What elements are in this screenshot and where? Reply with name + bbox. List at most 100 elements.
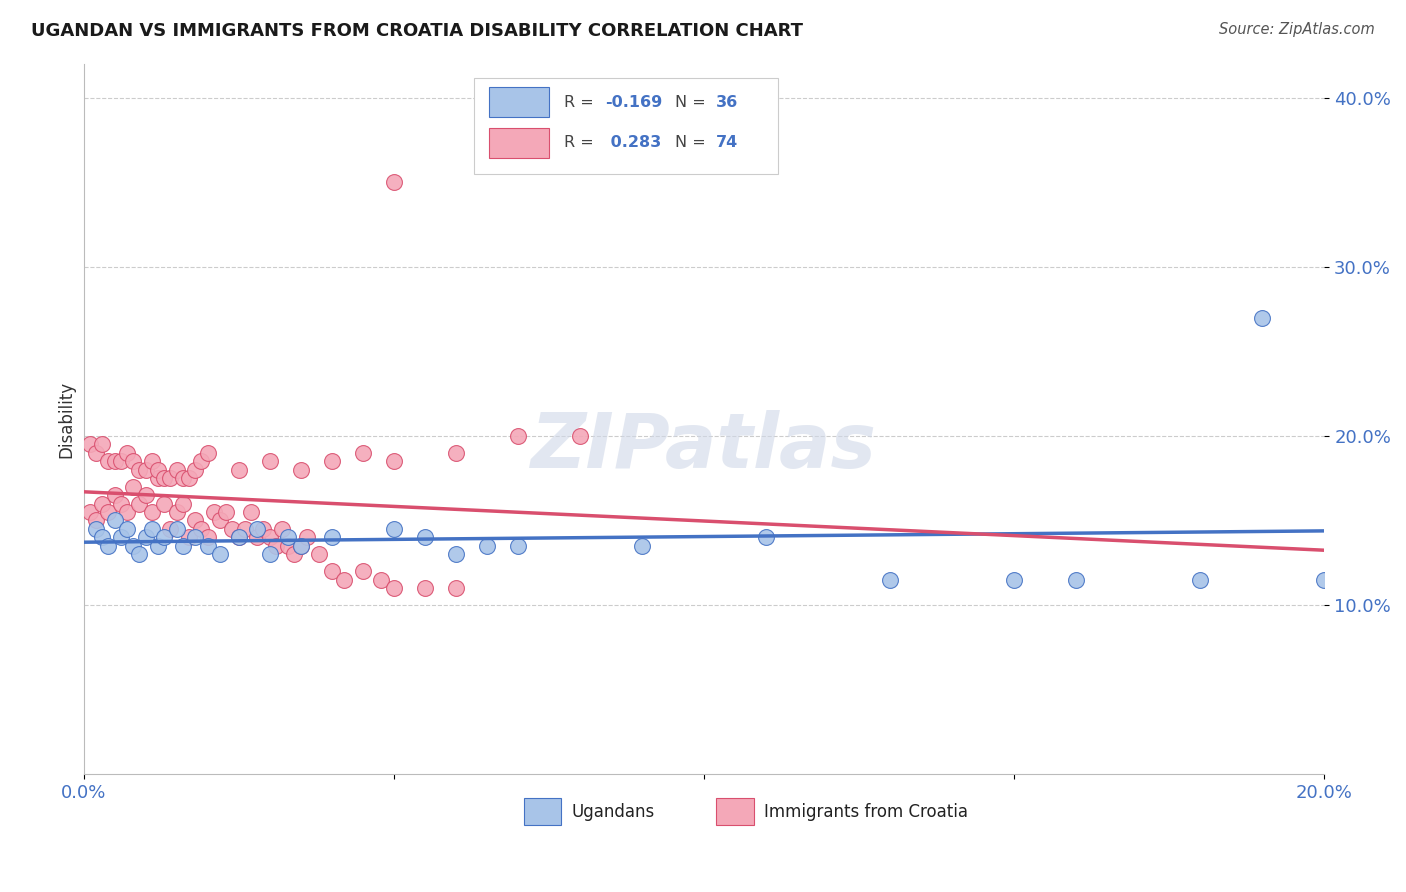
Point bbox=[128, 463, 150, 477]
Point bbox=[283, 547, 305, 561]
Point bbox=[277, 530, 299, 544]
Point bbox=[153, 497, 176, 511]
Point bbox=[190, 522, 212, 536]
Point bbox=[259, 547, 281, 561]
Text: Immigrants from Croatia: Immigrants from Croatia bbox=[763, 803, 967, 821]
Text: Ugandans: Ugandans bbox=[571, 803, 654, 821]
Point bbox=[631, 539, 654, 553]
Point bbox=[1002, 573, 1025, 587]
Point bbox=[135, 488, 157, 502]
Point bbox=[110, 497, 132, 511]
Point bbox=[382, 175, 405, 189]
FancyBboxPatch shape bbox=[474, 78, 779, 174]
Point bbox=[321, 530, 343, 544]
Point bbox=[146, 539, 169, 553]
Point bbox=[252, 522, 274, 536]
Point bbox=[240, 505, 263, 519]
Text: N =: N = bbox=[675, 95, 711, 110]
FancyBboxPatch shape bbox=[489, 87, 548, 118]
Point bbox=[1313, 573, 1336, 587]
Point bbox=[370, 573, 392, 587]
Point bbox=[413, 530, 436, 544]
Point bbox=[208, 547, 231, 561]
Point bbox=[128, 497, 150, 511]
Point bbox=[352, 564, 374, 578]
Point bbox=[444, 446, 467, 460]
Point bbox=[172, 471, 194, 485]
Text: N =: N = bbox=[675, 136, 711, 151]
Point bbox=[184, 530, 207, 544]
Point bbox=[84, 513, 107, 527]
Text: -0.169: -0.169 bbox=[605, 95, 662, 110]
Point bbox=[321, 454, 343, 468]
FancyBboxPatch shape bbox=[717, 798, 754, 825]
Point bbox=[103, 513, 125, 527]
Point bbox=[110, 454, 132, 468]
Point bbox=[233, 522, 256, 536]
Point bbox=[97, 505, 120, 519]
Point bbox=[146, 463, 169, 477]
Text: Source: ZipAtlas.com: Source: ZipAtlas.com bbox=[1219, 22, 1375, 37]
Point bbox=[141, 505, 163, 519]
Point bbox=[115, 505, 138, 519]
Point bbox=[382, 581, 405, 595]
Point bbox=[755, 530, 778, 544]
Point bbox=[228, 530, 250, 544]
Point bbox=[444, 547, 467, 561]
Text: UGANDAN VS IMMIGRANTS FROM CROATIA DISABILITY CORRELATION CHART: UGANDAN VS IMMIGRANTS FROM CROATIA DISAB… bbox=[31, 22, 803, 40]
FancyBboxPatch shape bbox=[524, 798, 561, 825]
Point bbox=[141, 522, 163, 536]
Point bbox=[290, 539, 312, 553]
FancyBboxPatch shape bbox=[489, 128, 548, 158]
Point bbox=[1251, 310, 1274, 325]
Point bbox=[97, 539, 120, 553]
Point bbox=[568, 429, 591, 443]
Point bbox=[166, 505, 188, 519]
Point bbox=[166, 522, 188, 536]
Point bbox=[166, 463, 188, 477]
Point bbox=[184, 463, 207, 477]
Text: ZIPatlas: ZIPatlas bbox=[531, 410, 877, 484]
Point bbox=[202, 505, 225, 519]
Point bbox=[475, 539, 498, 553]
Point bbox=[246, 522, 269, 536]
Point bbox=[184, 513, 207, 527]
Point bbox=[208, 513, 231, 527]
Point bbox=[259, 454, 281, 468]
Point bbox=[295, 530, 318, 544]
Point bbox=[84, 522, 107, 536]
Point bbox=[382, 454, 405, 468]
Point bbox=[259, 530, 281, 544]
Point bbox=[91, 497, 114, 511]
Point bbox=[382, 522, 405, 536]
Point bbox=[84, 446, 107, 460]
Point bbox=[215, 505, 238, 519]
Y-axis label: Disability: Disability bbox=[58, 381, 75, 458]
Point bbox=[413, 581, 436, 595]
Text: R =: R = bbox=[564, 95, 599, 110]
Text: 74: 74 bbox=[717, 136, 738, 151]
Point bbox=[115, 446, 138, 460]
Point bbox=[135, 463, 157, 477]
Point bbox=[197, 446, 219, 460]
Point bbox=[128, 547, 150, 561]
Text: 0.283: 0.283 bbox=[605, 136, 661, 151]
Point bbox=[197, 530, 219, 544]
Point bbox=[79, 505, 101, 519]
Point bbox=[91, 437, 114, 451]
Point bbox=[290, 539, 312, 553]
Point bbox=[177, 471, 200, 485]
Point bbox=[115, 522, 138, 536]
Point bbox=[103, 488, 125, 502]
Point bbox=[444, 581, 467, 595]
Point bbox=[321, 564, 343, 578]
Point bbox=[110, 530, 132, 544]
Point bbox=[122, 539, 145, 553]
Point bbox=[1064, 573, 1087, 587]
Point bbox=[159, 471, 181, 485]
Text: 36: 36 bbox=[717, 95, 738, 110]
Point bbox=[352, 446, 374, 460]
Point bbox=[177, 530, 200, 544]
Point bbox=[141, 454, 163, 468]
Point bbox=[135, 530, 157, 544]
